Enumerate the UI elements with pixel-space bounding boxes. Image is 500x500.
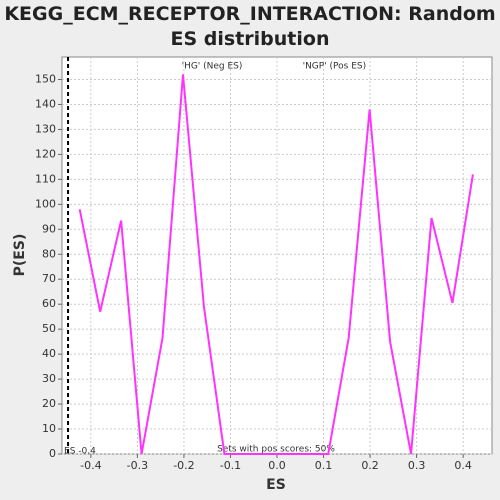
y-tick-label: 150 [35, 72, 56, 85]
y-tick-label: 130 [35, 122, 56, 135]
x-tick-label: -0.4 [80, 459, 101, 472]
y-tick-label: 20 [42, 397, 56, 410]
y-tick-label: 90 [42, 222, 56, 235]
x-tick-label: -0.1 [220, 459, 241, 472]
y-tick-label: 10 [42, 422, 56, 435]
y-tick-label: 30 [42, 372, 56, 385]
x-axis-label: ES [266, 477, 286, 493]
y-tick-label: 40 [42, 347, 56, 360]
y-axis-label: P(ES) [12, 234, 28, 277]
pos-label: 'NGP' (Pos ES) [303, 62, 367, 72]
pos-scores-label: Sets with pos scores: 50% [217, 445, 335, 455]
plot-area [61, 56, 493, 455]
x-tick-label: 0.3 [408, 459, 426, 472]
neg-label: 'HG' (Neg ES) [182, 62, 243, 72]
x-tick-label: -0.2 [173, 459, 194, 472]
x-tick-label: -0.3 [127, 459, 148, 472]
y-tick-label: 50 [42, 322, 56, 335]
x-tick-label: 0.0 [268, 459, 286, 472]
chart-title: KEGG_ECM_RECEPTOR_INTERACTION: Random ES… [4, 3, 496, 50]
y-tick-label: 0 [49, 447, 56, 460]
y-tick-label: 60 [42, 297, 56, 310]
y-tick-label: 100 [35, 197, 56, 210]
x-tick-label: 0.1 [315, 459, 333, 472]
es-label: ES -0.4 [64, 447, 96, 457]
y-tick-label: 80 [42, 247, 56, 260]
y-tick-label: 110 [35, 172, 56, 185]
y-tick-label: 70 [42, 272, 56, 285]
y-tick-label: 120 [35, 147, 56, 160]
x-tick-label: 0.4 [454, 459, 472, 472]
x-tick-label: 0.2 [361, 459, 379, 472]
y-tick-label: 140 [35, 97, 56, 110]
series-line [78, 74, 474, 455]
